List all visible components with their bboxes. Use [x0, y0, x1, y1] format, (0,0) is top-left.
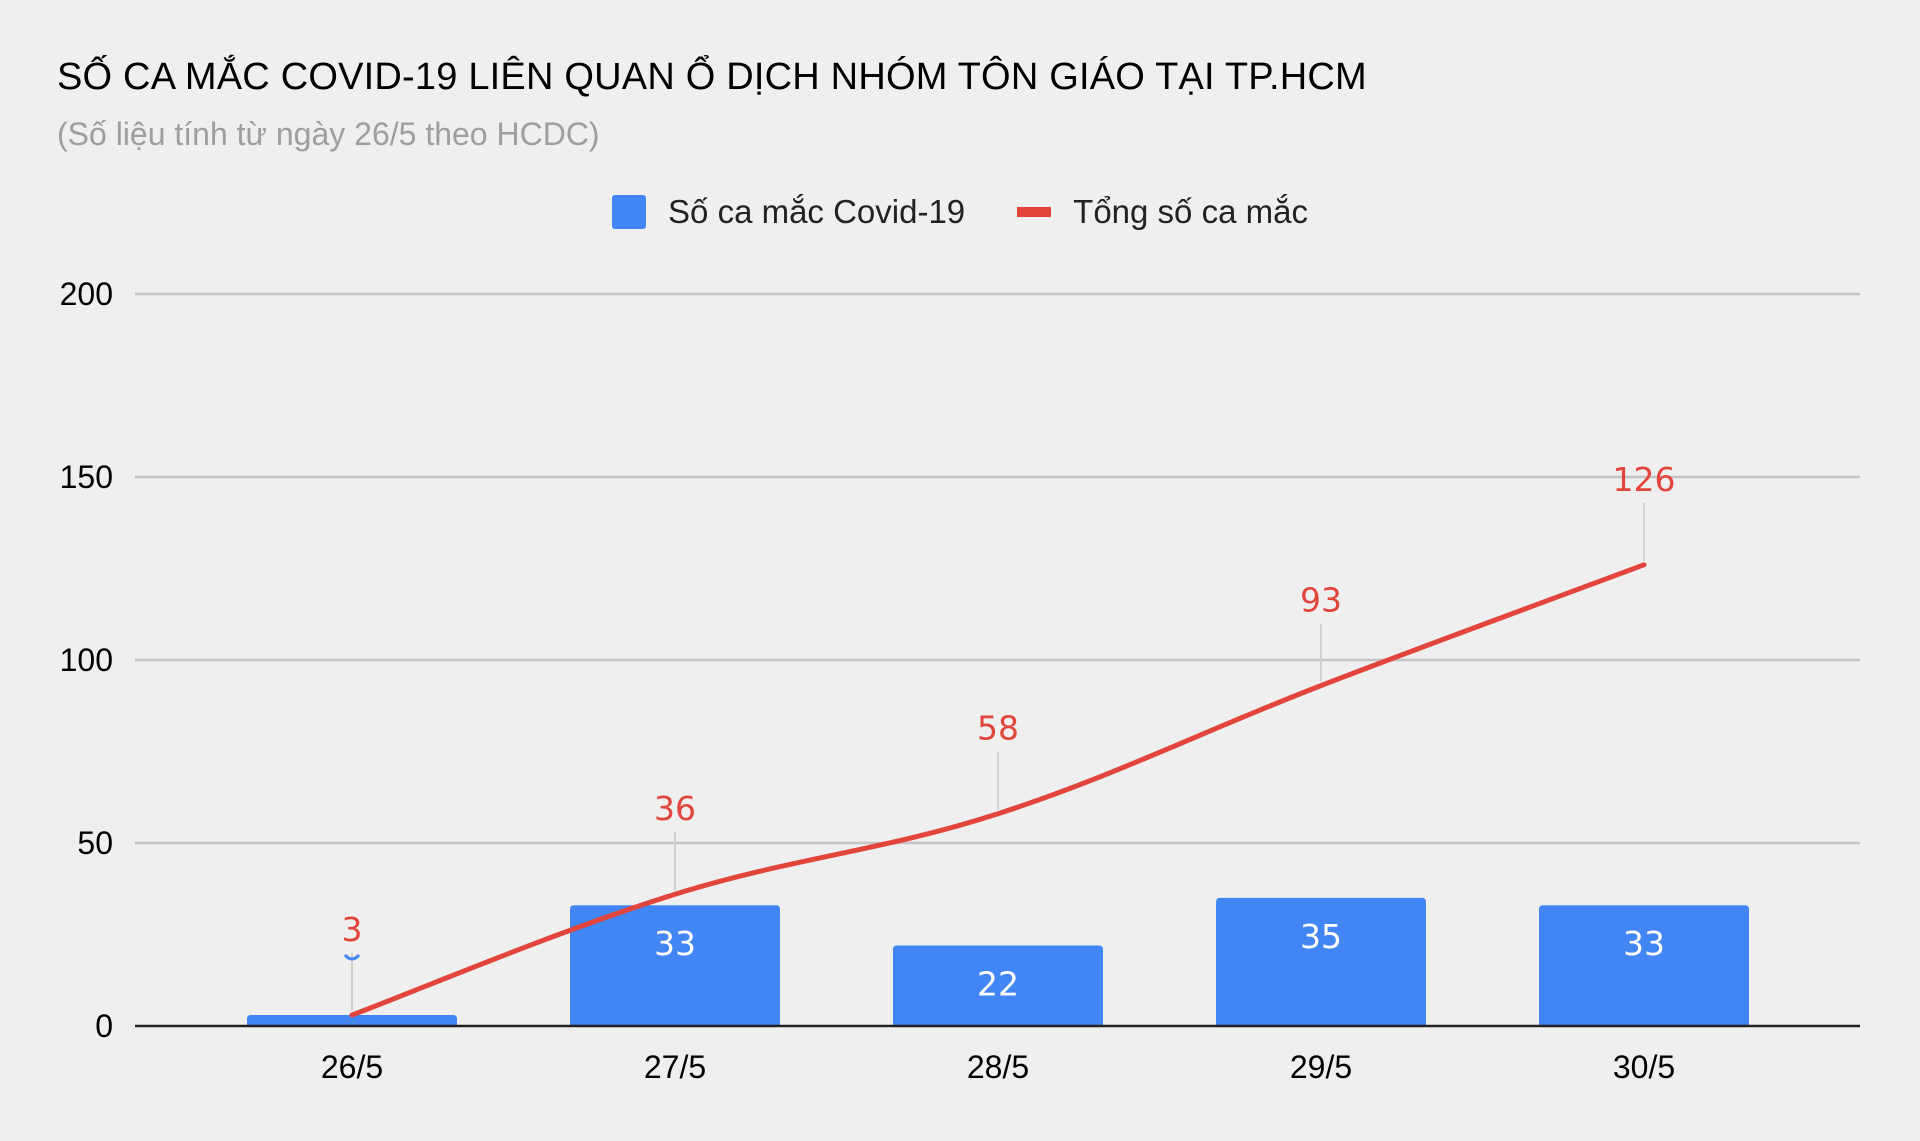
- bar-value-label: 33: [1623, 924, 1665, 963]
- chart-legend: Số ca mắc Covid-19 Tổng số ca mắc: [0, 193, 1920, 231]
- legend-line-swatch: [1017, 207, 1052, 217]
- bar: [570, 905, 780, 1026]
- y-tick-label: 200: [60, 276, 113, 312]
- legend-item-line-series: Tổng số ca mắc: [1017, 193, 1308, 231]
- x-tick-label: 26/5: [321, 1049, 383, 1085]
- y-tick-label: 0: [95, 1008, 113, 1044]
- bar-value-label: 35: [1300, 917, 1342, 956]
- chart-title: SỐ CA MẮC COVID-19 LIÊN QUAN Ổ DỊCH NHÓM…: [57, 56, 1367, 98]
- bar: [247, 1015, 457, 1026]
- bar-value-label: 33: [654, 924, 696, 963]
- series-line: [349, 562, 1647, 1018]
- legend-line-label: Tổng số ca mắc: [1073, 193, 1308, 230]
- line-value-label: 93: [1300, 581, 1342, 620]
- bar: [893, 945, 1103, 1026]
- x-tick-label: 30/5: [1613, 1049, 1675, 1085]
- line-value-label: 126: [1613, 460, 1676, 499]
- bar: [1539, 905, 1749, 1026]
- line-value-label: 36: [654, 789, 696, 828]
- legend-bar-label: Số ca mắc Covid-19: [668, 193, 966, 230]
- bar: [1216, 897, 1426, 1026]
- x-tick-label: 28/5: [967, 1049, 1029, 1085]
- y-tick-label: 100: [60, 642, 113, 678]
- line-value-label: 3: [342, 910, 363, 949]
- label-marker-icon: [343, 953, 361, 961]
- y-tick-label: 150: [60, 459, 113, 495]
- y-tick-label: 50: [77, 825, 113, 861]
- legend-item-bar-series: Số ca mắc Covid-19: [612, 193, 965, 231]
- chart-subtitle: (Số liệu tính từ ngày 26/5 theo HCDC): [57, 116, 600, 152]
- x-tick-label: 27/5: [644, 1049, 706, 1085]
- x-tick-label: 29/5: [1290, 1049, 1352, 1085]
- legend-bar-swatch: [612, 195, 647, 229]
- bar-value-label: 22: [977, 964, 1019, 1003]
- line-value-label: 58: [977, 709, 1019, 748]
